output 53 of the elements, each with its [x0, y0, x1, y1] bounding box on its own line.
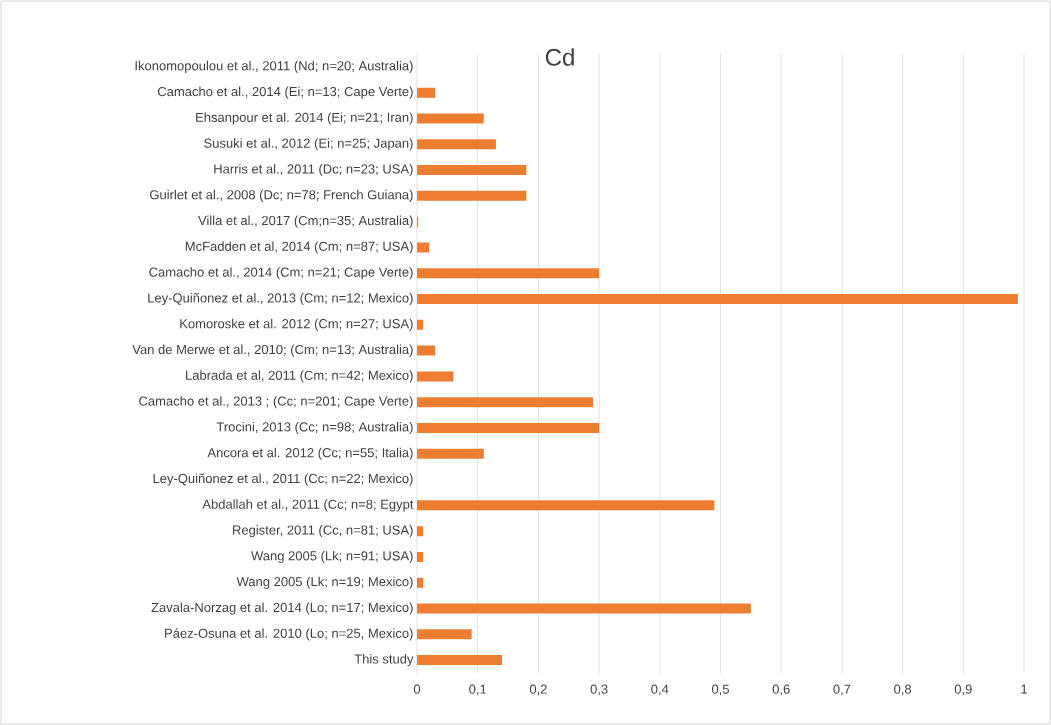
bar	[417, 294, 1018, 305]
y-tick-label: Register, 2011 (Cc, n=81; USA)	[233, 525, 413, 538]
x-tick-label: 0,5	[711, 684, 729, 696]
bar	[417, 165, 527, 176]
bar	[417, 87, 436, 98]
y-tick-label: Páez-Osuna et al. 2010 (Lo; n=25, Mexico)	[165, 628, 413, 641]
x-tick-label: 0,8	[894, 684, 912, 696]
y-tick-label: Ehsanpour et al. 2014 (Ei; n=21; Iran)	[196, 112, 413, 125]
chart-title: Cd	[545, 48, 574, 66]
y-tick-label: This study	[354, 654, 414, 667]
x-tick-label: 0	[413, 684, 421, 694]
bar	[417, 422, 600, 433]
y-tick-label: Abdallah et al., 2011 (Cc; n=8; Egypt	[202, 499, 414, 512]
bar	[417, 448, 484, 459]
y-tick-label: Camacho et al., 2014 (Cm; n=21; Cape Verte)	[149, 267, 413, 280]
x-tick-label: 1	[1021, 684, 1027, 694]
x-tick-label: 0,7	[833, 684, 851, 696]
bar	[417, 603, 751, 614]
x-tick-label: 0,9	[954, 684, 972, 696]
y-tick-label: Harris et al., 2011 (Dc; n=23; USA)	[214, 164, 413, 177]
bar	[417, 655, 502, 666]
bar	[417, 345, 436, 356]
bar	[417, 139, 496, 150]
bar	[417, 629, 472, 640]
bar	[417, 371, 454, 382]
y-tick-label: Trocini, 2013 (Cc; n=98; Australia)	[216, 421, 413, 435]
y-tick-label: Zavala-Norzag et al. 2014 (Lo; n=17; Mexico)	[151, 602, 413, 615]
y-tick-label: Ley-Quiñonez et al., 2011 (Cc; n=22; Mexico)	[153, 473, 413, 486]
bar	[417, 268, 600, 279]
x-tick-label: 0,1	[469, 684, 487, 696]
bar	[417, 190, 527, 201]
y-tick-label: Van de Merwe et al., 2010; (Cm; n=13; Australia)	[132, 344, 413, 357]
bar	[417, 397, 594, 408]
x-tick-label: 0,6	[772, 684, 790, 696]
bar	[417, 242, 430, 253]
y-tick-label: Ley-Quiñonez et al., 2013 (Cm; n=12; Mexico)	[148, 292, 413, 306]
bar	[417, 113, 484, 124]
x-tick-label: 0,4	[651, 684, 669, 696]
y-tick-label: Komoroske et al. 2012 (Cm; n=27; USA)	[180, 318, 413, 331]
y-tick-label: Ancora et al. 2012 (Cc; n=55; Italia)	[207, 447, 413, 460]
y-tick-label: Villa et al., 2017 (Cm;n=35; Australia)	[198, 215, 413, 228]
y-tick-label: Wang 2005 (Lk; n=19; Mexico)	[236, 576, 413, 589]
y-tick-label: Guirlet et al., 2008 (Dc; n=78; French Guiana)	[150, 189, 413, 202]
bar	[417, 500, 715, 511]
y-tick-label: Wang 2005 (Lk; n=91; USA)	[251, 550, 413, 563]
x-tick-label: 0,3	[590, 684, 608, 696]
y-tick-label: Susuki et al., 2012 (Ei; n=25; Japan)	[204, 138, 413, 151]
y-tick-label: Ikonomopoulou et al., 2011 (Nd; n=20; Australia)	[135, 60, 413, 73]
y-tick-label: Labrada et al, 2011 (Cm; n=42; Mexico)	[186, 370, 413, 383]
y-tick-label: Camacho et al., 2014 (Ei; n=13; Cape Verte)	[157, 86, 413, 99]
x-tick-label: 0,2	[529, 684, 547, 696]
y-tick-label: McFadden et al, 2014 (Cm; n=87; USA)	[185, 241, 413, 254]
y-tick-label: Camacho et al., 2013 ; (Cc; n=201; Cape Verte)	[139, 396, 413, 409]
